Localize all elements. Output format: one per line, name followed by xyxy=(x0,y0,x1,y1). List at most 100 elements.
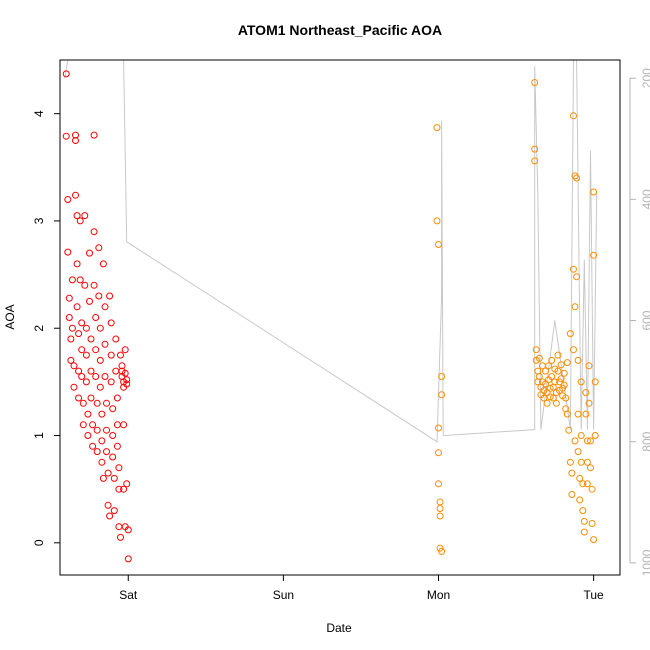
data-point xyxy=(117,351,124,359)
data-point xyxy=(554,367,562,375)
data-point xyxy=(433,124,441,132)
data-point xyxy=(574,356,582,364)
data-point xyxy=(70,383,78,391)
data-point xyxy=(68,276,76,284)
data-point xyxy=(574,410,582,418)
data-point xyxy=(123,376,131,384)
data-point xyxy=(438,373,446,380)
data-point xyxy=(576,496,584,504)
data-point xyxy=(580,517,588,525)
data-point xyxy=(436,505,444,512)
data-point xyxy=(568,469,576,477)
x-tick-label: Sat xyxy=(119,588,138,602)
data-point xyxy=(110,507,118,515)
data-point xyxy=(72,191,79,199)
data-point xyxy=(573,273,581,281)
data-point xyxy=(583,480,591,488)
data-point xyxy=(92,346,100,354)
data-point xyxy=(576,474,584,482)
data-point xyxy=(582,389,590,397)
data-point xyxy=(76,217,84,225)
data-point xyxy=(103,399,110,407)
data-point xyxy=(95,292,103,300)
data-point xyxy=(532,346,540,354)
data-point xyxy=(75,367,83,375)
data-point xyxy=(560,381,568,389)
data-point xyxy=(588,485,596,493)
data-point xyxy=(565,426,573,434)
y-axis-label: AOA xyxy=(3,304,17,329)
x-axis-label: Date xyxy=(326,621,352,635)
data-point xyxy=(562,394,570,402)
data-point xyxy=(107,378,115,386)
y2-axis: 200 400 600 800 1000 xyxy=(629,68,650,576)
data-point xyxy=(121,346,129,354)
data-point xyxy=(101,340,109,348)
data-point xyxy=(86,297,93,305)
data-point xyxy=(99,474,107,482)
data-point xyxy=(435,449,442,457)
data-point xyxy=(577,378,585,386)
depth-line xyxy=(64,60,598,443)
data-point xyxy=(585,399,593,407)
data-point xyxy=(87,394,95,402)
data-point xyxy=(81,212,89,220)
data-point xyxy=(548,373,556,380)
data-point xyxy=(560,369,568,377)
data-point xyxy=(435,241,442,248)
y-tick-label: 3 xyxy=(32,217,46,224)
data-point xyxy=(570,346,577,354)
data-point xyxy=(545,362,553,370)
data-point xyxy=(64,248,72,256)
data-point xyxy=(570,112,577,120)
data-point xyxy=(81,281,89,289)
data-point xyxy=(75,330,83,338)
data-point xyxy=(577,432,585,439)
y2-tick-label: 600 xyxy=(640,310,650,330)
data-point xyxy=(90,131,98,139)
data-point xyxy=(82,351,90,359)
data-point xyxy=(585,362,593,370)
data-point xyxy=(62,70,70,78)
y-tick-label: 4 xyxy=(32,110,46,117)
data-point xyxy=(98,437,106,445)
x-tick-label: Sun xyxy=(273,588,294,602)
data-point xyxy=(571,437,579,445)
data-point xyxy=(75,394,83,402)
data-point xyxy=(113,394,121,402)
data-point xyxy=(435,424,442,432)
data-point xyxy=(98,410,106,418)
data-point xyxy=(535,354,543,362)
data-point xyxy=(115,464,123,472)
data-point xyxy=(73,212,81,220)
data-point xyxy=(570,265,577,273)
data-point xyxy=(118,362,126,370)
data-point xyxy=(82,324,90,332)
x-tick-label: Tue xyxy=(584,588,605,602)
chart-title: ATOM1 Northeast_Pacific AOA xyxy=(238,22,442,38)
data-point xyxy=(557,375,565,383)
y2-tick-label: 200 xyxy=(640,68,650,88)
data-point xyxy=(438,547,446,555)
data-point xyxy=(563,410,571,418)
x-tick-label: Mon xyxy=(427,588,450,602)
data-point xyxy=(70,362,78,370)
data-point xyxy=(123,480,131,488)
data-point xyxy=(120,421,128,429)
data-point xyxy=(109,453,117,461)
data-point xyxy=(103,426,110,434)
data-point xyxy=(124,526,132,534)
data-point xyxy=(101,373,109,380)
data-point xyxy=(117,533,124,541)
data-point xyxy=(552,399,560,407)
data-point xyxy=(436,544,444,552)
data-point xyxy=(588,520,596,527)
data-point xyxy=(93,448,101,456)
data-point xyxy=(123,380,131,388)
data-point xyxy=(548,356,556,364)
data-point xyxy=(571,172,579,180)
data-point xyxy=(546,384,554,392)
data-point xyxy=(583,437,591,445)
data-point xyxy=(107,319,115,327)
